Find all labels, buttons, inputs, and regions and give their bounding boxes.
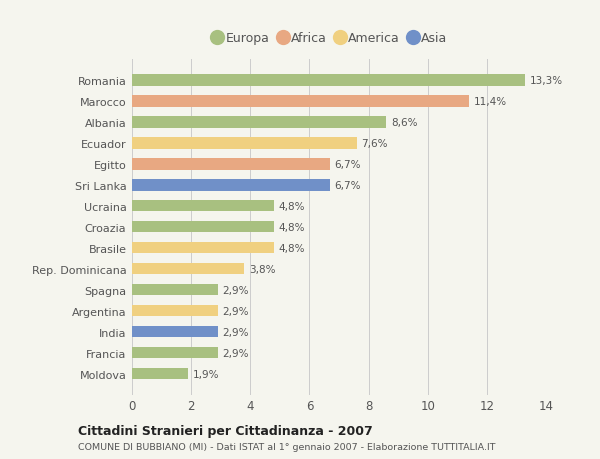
Bar [132, 138, 357, 149]
Text: 7,6%: 7,6% [361, 139, 388, 148]
Bar [132, 284, 218, 296]
Bar [132, 179, 330, 191]
Bar [132, 221, 274, 233]
Bar [132, 117, 386, 128]
Text: 4,8%: 4,8% [278, 202, 305, 211]
Legend: Europa, Africa, America, Asia: Europa, Africa, America, Asia [214, 33, 447, 45]
Text: 3,8%: 3,8% [249, 264, 275, 274]
Text: 6,7%: 6,7% [335, 180, 361, 190]
Bar [132, 75, 526, 86]
Bar [132, 347, 218, 358]
Text: COMUNE DI BUBBIANO (MI) - Dati ISTAT al 1° gennaio 2007 - Elaborazione TUTTITALI: COMUNE DI BUBBIANO (MI) - Dati ISTAT al … [78, 442, 496, 451]
Text: 13,3%: 13,3% [530, 76, 563, 86]
Text: 2,9%: 2,9% [222, 348, 248, 358]
Bar [132, 326, 218, 338]
Text: 6,7%: 6,7% [335, 159, 361, 169]
Text: 4,8%: 4,8% [278, 243, 305, 253]
Text: 2,9%: 2,9% [222, 285, 248, 295]
Text: 11,4%: 11,4% [473, 96, 506, 106]
Bar [132, 242, 274, 254]
Text: 1,9%: 1,9% [193, 369, 219, 379]
Bar [132, 368, 188, 380]
Text: 2,9%: 2,9% [222, 306, 248, 316]
Bar [132, 263, 244, 275]
Text: Cittadini Stranieri per Cittadinanza - 2007: Cittadini Stranieri per Cittadinanza - 2… [78, 424, 373, 437]
Text: 2,9%: 2,9% [222, 327, 248, 337]
Bar [132, 305, 218, 317]
Text: 4,8%: 4,8% [278, 222, 305, 232]
Bar [132, 201, 274, 212]
Bar [132, 96, 469, 107]
Bar [132, 159, 330, 170]
Text: 8,6%: 8,6% [391, 118, 417, 128]
